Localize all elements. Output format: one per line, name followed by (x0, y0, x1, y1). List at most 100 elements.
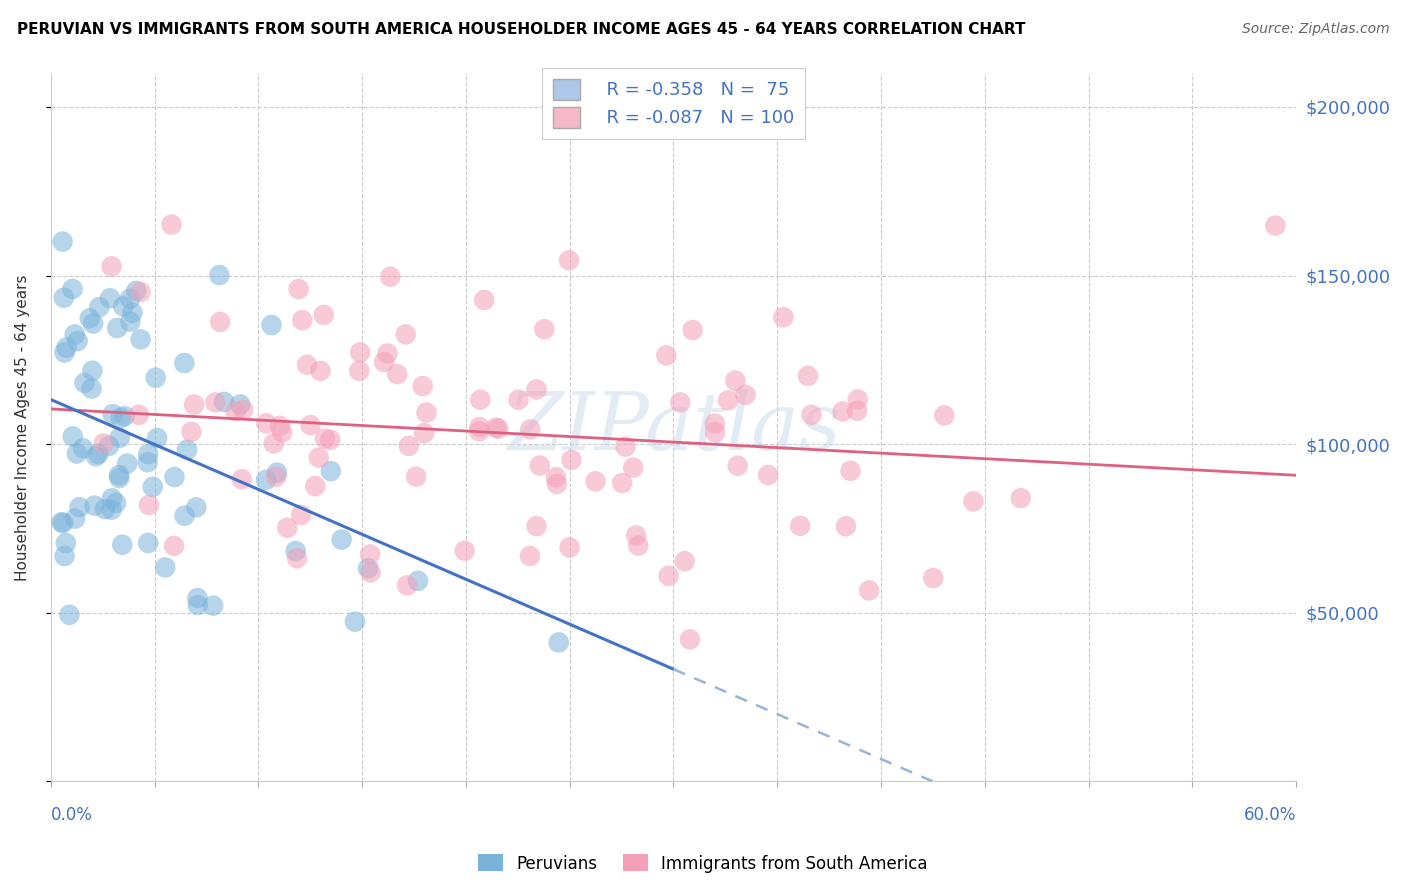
Point (231, 472, 253, 486)
Point (101, 407, 124, 421)
Point (406, 574, 429, 588)
Point (204, 395, 226, 409)
Point (772, 310, 794, 325)
Point (412, 379, 434, 393)
Point (485, 421, 508, 435)
Point (145, 370, 167, 384)
Point (314, 432, 336, 446)
Point (66, 446, 89, 460)
Point (610, 475, 633, 490)
Point (284, 544, 307, 558)
Point (413, 426, 436, 441)
Point (658, 568, 681, 582)
Point (55, 341, 77, 355)
Point (673, 554, 696, 568)
Point (529, 458, 551, 473)
Point (846, 392, 869, 407)
Point (835, 519, 858, 533)
Point (585, 475, 607, 489)
Point (312, 308, 335, 322)
Point (309, 364, 332, 378)
Point (858, 583, 880, 598)
Point (797, 368, 820, 383)
Point (118, 292, 141, 306)
Legend:   R = -0.358   N =  75,   R = -0.087   N = 100: R = -0.358 N = 75, R = -0.087 N = 100 (543, 68, 804, 138)
Point (212, 395, 235, 409)
Point (544, 470, 567, 484)
Point (614, 440, 637, 454)
Point (360, 566, 382, 580)
Point (208, 268, 231, 282)
Point (308, 450, 330, 465)
Point (232, 402, 254, 417)
Point (319, 433, 342, 447)
Point (69, 500, 91, 515)
Point (547, 635, 569, 649)
Point (254, 417, 277, 431)
Point (839, 464, 862, 478)
Point (380, 269, 402, 284)
Point (682, 323, 704, 337)
Point (173, 508, 195, 523)
Point (79, 311, 101, 326)
Point (105, 321, 128, 335)
Point (142, 480, 165, 494)
Point (176, 442, 198, 457)
Point (108, 431, 131, 445)
Point (63, 511, 86, 525)
Point (58, 607, 80, 622)
Point (87, 447, 110, 461)
Point (349, 345, 371, 359)
Point (264, 470, 287, 484)
Point (52, 516, 75, 530)
Point (63, 327, 86, 342)
Point (359, 548, 381, 562)
Point (962, 494, 984, 508)
Point (55, 536, 77, 550)
Point (89, 300, 111, 314)
Point (260, 318, 283, 332)
Point (560, 453, 582, 467)
Point (229, 397, 252, 411)
Point (121, 306, 143, 320)
Point (508, 392, 530, 407)
Point (111, 538, 134, 552)
Point (453, 543, 475, 558)
Point (101, 491, 124, 506)
Point (115, 457, 138, 471)
Point (153, 560, 176, 574)
Point (98, 439, 121, 453)
Point (717, 393, 740, 408)
Point (299, 418, 322, 433)
Point (526, 519, 548, 533)
Text: 0.0%: 0.0% (51, 806, 93, 824)
Point (108, 471, 131, 485)
Point (347, 364, 370, 378)
Point (669, 395, 692, 409)
Point (405, 469, 427, 483)
Point (304, 479, 326, 493)
Point (209, 315, 232, 329)
Point (82, 364, 104, 378)
Point (373, 355, 395, 369)
Point (287, 282, 309, 296)
Point (385, 367, 408, 381)
Point (526, 383, 548, 397)
Point (125, 284, 148, 298)
Point (679, 632, 702, 647)
Point (519, 422, 541, 436)
Point (269, 418, 291, 433)
Point (468, 425, 491, 439)
Point (66, 334, 89, 348)
Point (285, 551, 308, 566)
Point (800, 408, 823, 422)
Point (724, 374, 747, 388)
Point (1010, 491, 1032, 505)
Point (290, 508, 312, 522)
Point (110, 410, 132, 425)
Point (62, 282, 84, 296)
Point (470, 392, 492, 407)
Point (846, 404, 869, 418)
Point (80, 382, 103, 396)
Point (1264, 219, 1286, 233)
